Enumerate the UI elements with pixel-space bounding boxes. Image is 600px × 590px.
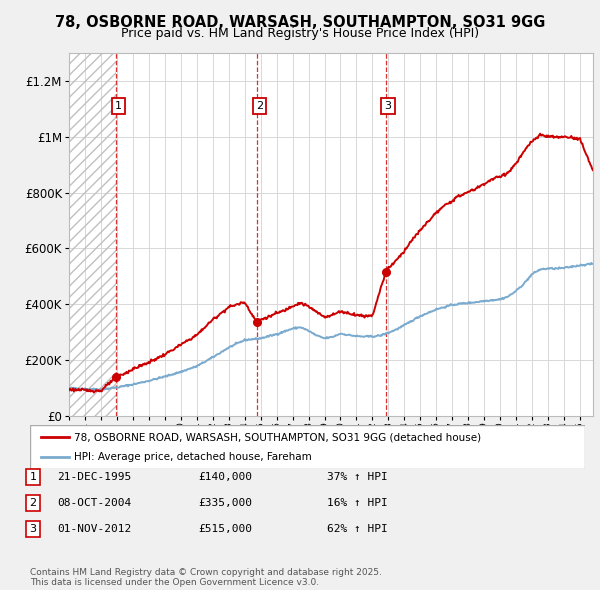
Text: 2: 2	[29, 498, 37, 507]
Text: 08-OCT-2004: 08-OCT-2004	[57, 498, 131, 507]
Text: 78, OSBORNE ROAD, WARSASH, SOUTHAMPTON, SO31 9GG: 78, OSBORNE ROAD, WARSASH, SOUTHAMPTON, …	[55, 15, 545, 30]
Bar	[69, 53, 116, 416]
Text: 2: 2	[256, 101, 263, 111]
Text: 16% ↑ HPI: 16% ↑ HPI	[327, 498, 388, 507]
Text: 62% ↑ HPI: 62% ↑ HPI	[327, 524, 388, 533]
Text: 37% ↑ HPI: 37% ↑ HPI	[327, 472, 388, 481]
Text: £140,000: £140,000	[198, 472, 252, 481]
Text: 21-DEC-1995: 21-DEC-1995	[57, 472, 131, 481]
Text: 78, OSBORNE ROAD, WARSASH, SOUTHAMPTON, SO31 9GG (detached house): 78, OSBORNE ROAD, WARSASH, SOUTHAMPTON, …	[74, 432, 482, 442]
Text: 01-NOV-2012: 01-NOV-2012	[57, 524, 131, 533]
Text: Contains HM Land Registry data © Crown copyright and database right 2025.
This d: Contains HM Land Registry data © Crown c…	[30, 568, 382, 587]
Text: 1: 1	[115, 101, 122, 111]
Text: HPI: Average price, detached house, Fareham: HPI: Average price, detached house, Fare…	[74, 452, 312, 461]
Text: £515,000: £515,000	[198, 524, 252, 533]
Bar	[69, 53, 116, 416]
Text: Price paid vs. HM Land Registry's House Price Index (HPI): Price paid vs. HM Land Registry's House …	[121, 27, 479, 40]
Text: 1: 1	[29, 472, 37, 481]
Text: 3: 3	[29, 524, 37, 533]
Text: 3: 3	[385, 101, 392, 111]
Text: £335,000: £335,000	[198, 498, 252, 507]
